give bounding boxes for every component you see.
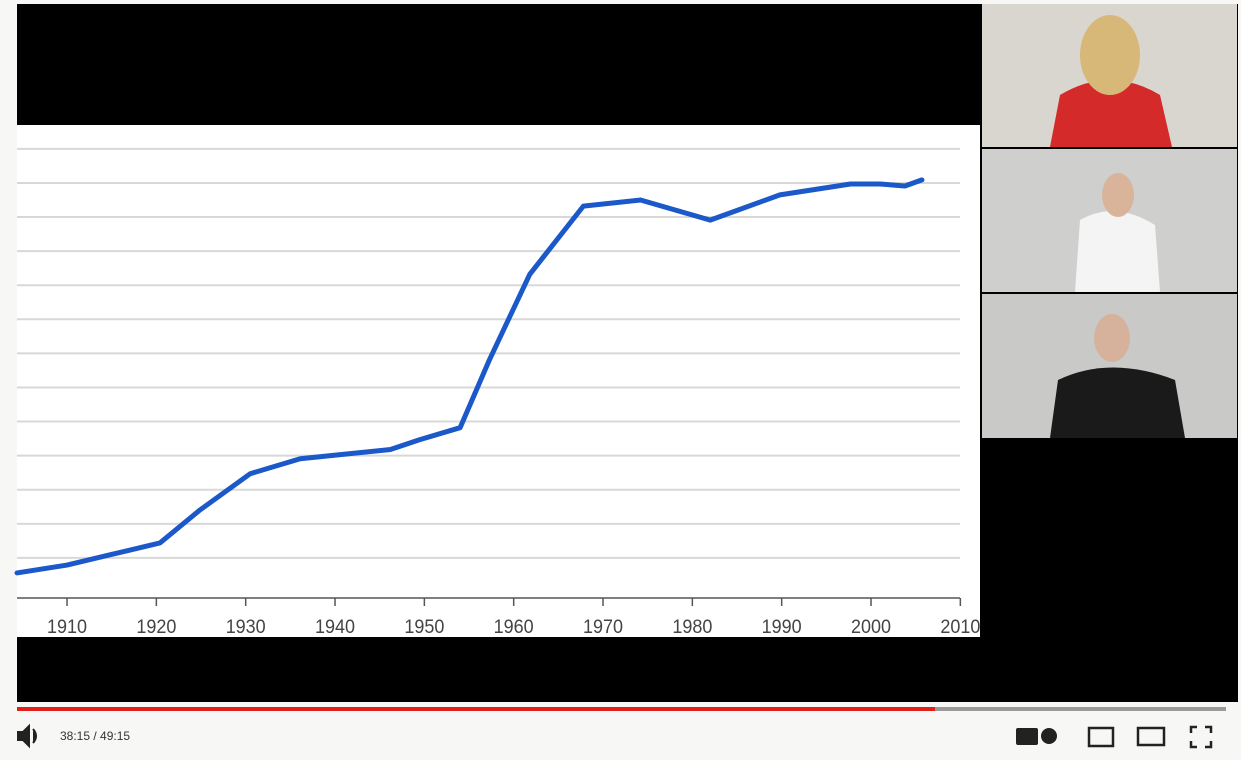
x-tick-label: 1970 <box>583 617 623 638</box>
x-tick-label: 1910 <box>47 617 87 638</box>
time-display: 38:15 / 49:15 <box>60 729 130 743</box>
x-tick-label: 1990 <box>762 617 802 638</box>
volume-button[interactable] <box>17 723 37 749</box>
chart: 1910 1920 1930 1940 1950 1960 1970 1980 1990 2000… <box>14 147 980 638</box>
subtitles-button[interactable] <box>1016 728 1038 745</box>
x-tick-label: 1980 <box>672 617 712 638</box>
x-tick-label: 1930 <box>226 617 266 638</box>
theater-button[interactable] <box>1136 726 1166 747</box>
progress-played <box>17 707 935 711</box>
slide <box>17 125 980 637</box>
settings-button[interactable] <box>1041 728 1057 744</box>
miniplayer-button[interactable] <box>1087 726 1115 748</box>
x-tick-label: 1940 <box>315 617 355 638</box>
person <box>1050 367 1185 438</box>
x-tick-label: 2000 <box>851 617 891 638</box>
fullscreen-button[interactable] <box>1189 725 1213 749</box>
x-tick-label: 2010 <box>940 617 980 638</box>
person <box>1094 314 1130 362</box>
x-tick-label: 1960 <box>494 617 534 638</box>
x-tick-label: 1950 <box>404 617 444 638</box>
person <box>1080 15 1140 95</box>
x-tick-label: 1920 <box>136 617 176 638</box>
data-line <box>14 177 925 576</box>
participant-tiles <box>982 4 1237 438</box>
person <box>1050 80 1172 147</box>
person <box>1075 211 1160 292</box>
person <box>1102 173 1134 217</box>
